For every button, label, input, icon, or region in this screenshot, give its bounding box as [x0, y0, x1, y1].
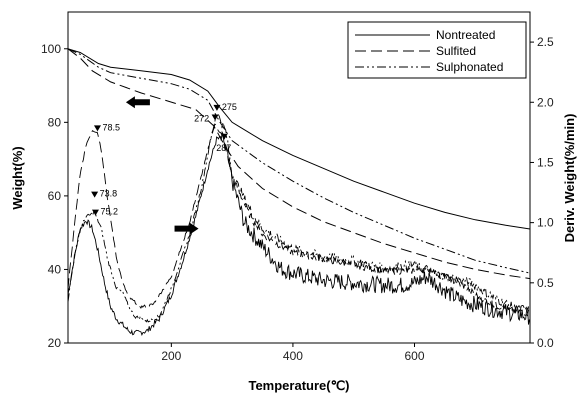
y-axis-left-title: Weight(%)	[10, 146, 25, 209]
y-right-tick-label: 1.5	[537, 155, 554, 169]
legend-box	[347, 21, 527, 79]
tick-layer: 200 400 600 20 40 60 80 100 0.0 0.5 1.0 1.5 2.0 2.5	[41, 35, 554, 363]
x-tick-label: 200	[161, 349, 181, 363]
y-left-tick-label: 80	[48, 115, 62, 129]
y-left-tick-label: 40	[48, 262, 62, 276]
x-tick-label: 600	[404, 349, 424, 363]
y-right-tick-label: 0.0	[537, 336, 554, 350]
series-line-sulphonated-derivative	[67, 113, 530, 323]
peak-label-78-5: 78.5	[102, 122, 120, 132]
peak-label-272: 272	[194, 114, 209, 124]
legend: Nontreated Sulfited Sulphonated	[347, 21, 527, 79]
x-tick-label: 400	[283, 349, 303, 363]
legend-label-nontreated: Nontreated	[436, 28, 495, 42]
plot-frame	[67, 11, 531, 344]
peak-label-75-2: 75.2	[100, 207, 118, 217]
series-line-nontreated-derivative	[67, 130, 530, 337]
peak-marker-75-2	[91, 209, 99, 216]
series-line-sulphonated-weight	[67, 48, 531, 274]
series-line-sulfited-weight	[67, 48, 531, 280]
y-left-tick-label: 60	[48, 189, 62, 203]
series-line-sulfited-derivative	[67, 123, 530, 317]
peak-label-287: 287	[216, 143, 231, 153]
x-axis-title: Temperature(℃)	[248, 378, 349, 393]
data-layer: 78.5 73.8 75.2 275 272 287	[67, 48, 531, 337]
y-right-tick-label: 2.5	[537, 35, 554, 49]
y-right-tick-label: 0.5	[537, 276, 554, 290]
peak-marker-73-8	[91, 191, 99, 198]
peak-marker-78-5	[93, 125, 101, 132]
axis-arrow-right-icon	[174, 222, 199, 235]
y-left-tick-label: 20	[48, 336, 62, 350]
legend-label-sulfited: Sulfited	[436, 44, 476, 58]
peak-marker-287	[220, 133, 228, 140]
peak-marker-275	[213, 104, 221, 111]
legend-label-sulphonated: Sulphonated	[436, 60, 503, 74]
peak-label-275: 275	[222, 102, 237, 112]
y-left-tick-label: 100	[41, 42, 61, 56]
y-right-tick-label: 1.0	[537, 216, 554, 230]
series-line-nontreated-weight	[67, 48, 531, 230]
peak-marker-272	[211, 114, 219, 121]
peak-label-73-8: 73.8	[100, 189, 118, 199]
axis-arrow-left-icon	[125, 96, 150, 109]
y-axis-right-title: Deriv. Weight(%/min)	[562, 114, 577, 243]
y-right-tick-label: 2.0	[537, 95, 554, 109]
